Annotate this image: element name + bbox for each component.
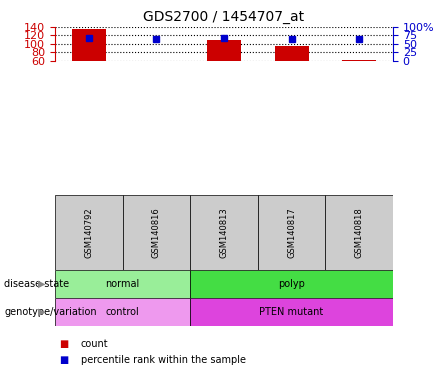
Text: ▶: ▶ (38, 307, 45, 317)
Bar (207, 40, 241, 61)
Bar (343, 60, 376, 61)
Text: GSM140813: GSM140813 (220, 207, 229, 258)
Text: genotype/variation: genotype/variation (4, 307, 97, 317)
Text: percentile rank within the sample: percentile rank within the sample (81, 355, 246, 365)
Text: control: control (106, 307, 139, 317)
Bar (190, 270, 393, 298)
Bar (190, 298, 393, 326)
Text: GSM140816: GSM140816 (152, 207, 161, 258)
Text: GSM140817: GSM140817 (287, 207, 296, 258)
Title: GDS2700 / 1454707_at: GDS2700 / 1454707_at (143, 10, 304, 25)
Bar (190, 195, 258, 270)
Text: polyp: polyp (278, 279, 305, 289)
Bar (258, 195, 326, 270)
Text: ■: ■ (59, 339, 68, 349)
Text: ▶: ▶ (38, 279, 45, 289)
Bar (55, 298, 190, 326)
Bar (275, 46, 308, 61)
Text: count: count (81, 339, 109, 349)
Text: disease state: disease state (4, 279, 69, 289)
Bar (123, 195, 190, 270)
Text: ■: ■ (59, 355, 68, 365)
Text: PTEN mutant: PTEN mutant (259, 307, 324, 317)
Text: normal: normal (106, 279, 140, 289)
Bar (72, 30, 106, 61)
Bar (55, 270, 190, 298)
Text: GSM140818: GSM140818 (355, 207, 364, 258)
Text: GSM140792: GSM140792 (84, 207, 93, 258)
Bar (326, 195, 393, 270)
Bar (55, 195, 123, 270)
